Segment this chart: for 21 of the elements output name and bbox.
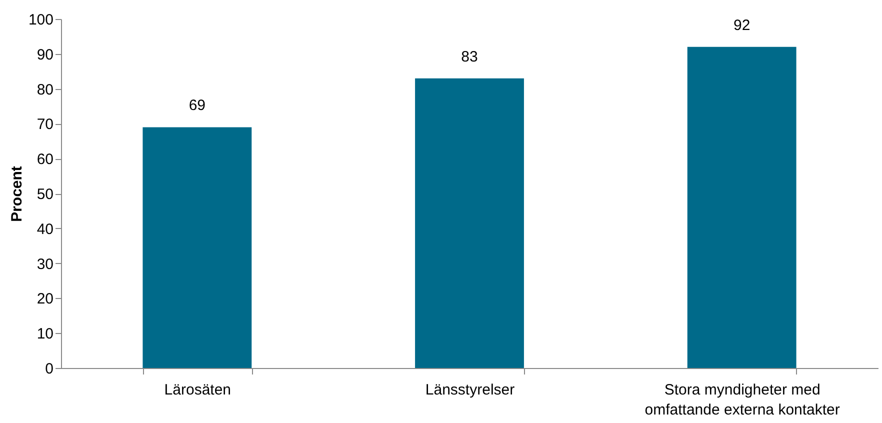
y-tick-label: 40 <box>36 220 54 238</box>
y-tick-label: 50 <box>36 186 54 203</box>
y-tick-label: 100 <box>28 12 54 28</box>
y-tick-label: 30 <box>36 256 54 273</box>
y-tick-label: 70 <box>36 116 54 134</box>
y-tick-label: 20 <box>36 290 54 308</box>
data-label: 69 <box>188 97 206 114</box>
data-label: 83 <box>461 48 478 66</box>
y-tick-label: 0 <box>45 360 54 378</box>
bar <box>415 78 524 368</box>
bar <box>687 46 796 368</box>
y-tick-label: 80 <box>36 81 54 98</box>
y-tick-label: 90 <box>36 46 54 64</box>
x-tick-label: Stora myndigheter med omfattande externa kontakter <box>644 382 840 418</box>
bar <box>142 127 252 368</box>
y-tick-label: 60 <box>36 151 54 168</box>
data-label: 92 <box>733 16 750 34</box>
y-tick-label: 10 <box>36 326 54 343</box>
y-axis-title: Procent <box>8 166 26 222</box>
x-tick-label: Lärosäten <box>164 382 232 398</box>
x-tick-label: Länsstyrelser <box>425 382 515 398</box>
